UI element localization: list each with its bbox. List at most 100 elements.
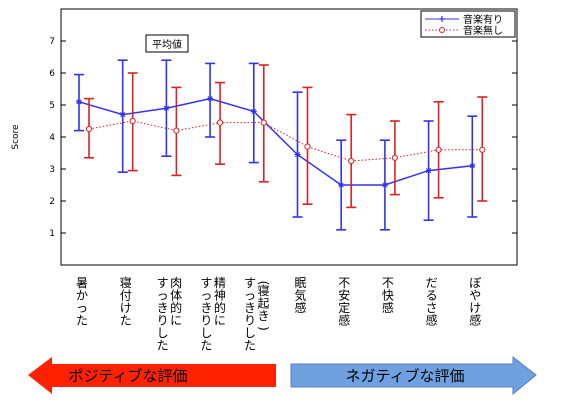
x-tick-char: に (214, 314, 226, 328)
x-tick-char: け (120, 301, 132, 315)
x-tick-char: さ (426, 301, 438, 315)
x-tick-char: き (200, 301, 212, 315)
data-point (207, 95, 214, 102)
y-tick-label: 7 (49, 37, 55, 47)
positive-arrow-shape (28, 357, 276, 394)
data-point (469, 162, 476, 169)
x-tick-char: 的 (214, 300, 226, 315)
x-tick-char: 安 (338, 288, 350, 303)
negative-arrow-shape (290, 355, 537, 396)
y-tick-label: 2 (49, 197, 55, 207)
x-tick-char: た (244, 339, 256, 353)
data-point (85, 125, 93, 133)
data-point-stroke (426, 168, 432, 174)
data-point (250, 108, 257, 115)
mean-annotation: 平均値 (145, 34, 189, 53)
x-tick-char: し (157, 326, 169, 340)
data-point-stroke (120, 112, 126, 118)
data-point (260, 119, 267, 126)
x-tick-label: 不快感 (382, 276, 394, 315)
x-tick-char: き (244, 301, 256, 315)
x-tick-char: た (76, 314, 88, 328)
y-tick-label: 1 (49, 229, 55, 239)
x-tick-char: た (200, 339, 212, 353)
x-tick-char: 定 (338, 300, 350, 315)
data-point (119, 111, 126, 118)
series-line (78, 97, 473, 186)
x-tick-char: 的 (170, 300, 182, 315)
legend-label: 音楽無し (463, 24, 503, 37)
x-tick-char: り (244, 314, 256, 328)
mean-annotation-text: 平均値 (152, 38, 182, 51)
x-tick-char: 起 (258, 297, 270, 311)
x-tick-char: っ (244, 289, 256, 303)
data-point (348, 157, 355, 165)
y-tick-label: 3 (49, 165, 55, 175)
x-tick-char: 肉 (170, 276, 182, 290)
y-tick-label: 5 (49, 101, 55, 111)
x-tick-char: 感 (426, 313, 438, 328)
plot-frame (60, 8, 518, 266)
x-tick-char: 神 (214, 289, 226, 303)
data-point-stroke (207, 96, 213, 102)
data-point (338, 182, 345, 188)
x-tick-char: す (244, 276, 256, 290)
data-point (217, 119, 224, 126)
x-tick-char: 体 (170, 289, 182, 303)
x-tick-char: か (76, 289, 88, 303)
y-axis-label: Score (11, 124, 21, 150)
x-tick-char: っ (200, 289, 212, 303)
data-point-stroke (163, 105, 169, 111)
data-point (76, 98, 82, 105)
data-point (381, 182, 388, 188)
x-tick-char: る (426, 289, 438, 303)
x-tick-char: 寝 (120, 275, 132, 290)
series-2 (84, 64, 488, 209)
x-tick-char: ) (257, 326, 271, 331)
x-tick-char: 感 (469, 313, 481, 328)
data-point-stroke (382, 182, 388, 188)
x-tick-char: 快 (382, 289, 394, 303)
series-1 (74, 59, 478, 231)
x-tick-char: き (157, 301, 169, 315)
legend-item: 音楽無し (425, 24, 503, 37)
data-point (391, 154, 398, 161)
legend-box (420, 10, 516, 38)
data-point-stroke (338, 182, 344, 188)
data-point (435, 146, 442, 153)
x-tick-char: た (120, 314, 132, 328)
x-tick-char: け (469, 301, 481, 315)
data-point (163, 105, 170, 112)
positive-arrow-label: ポジティブな評価 (68, 367, 187, 385)
x-tick-char: ぼ (469, 276, 481, 290)
y-tick-label: 6 (49, 69, 55, 79)
x-tick-char: に (170, 314, 182, 328)
x-tick-char: 気 (294, 288, 306, 303)
x-tick-char: 感 (294, 300, 306, 315)
x-axis-labels: 暑かった寝付けた肉体的にすっきりした精神的にすっきりした(寝起き)すっきりした眠… (76, 275, 481, 353)
x-tick-char: だ (426, 276, 438, 290)
x-tick-char: や (469, 289, 481, 303)
data-point (304, 143, 311, 150)
y-axis: 1 2 3 4 5 6 7 (49, 37, 517, 239)
y-tick-label: 4 (49, 133, 55, 143)
x-tick-char: り (200, 314, 212, 328)
series-layer (74, 59, 488, 231)
x-tick-char: き (258, 309, 270, 323)
x-tick-char: 暑 (76, 276, 88, 290)
data-point-stroke (469, 163, 475, 169)
x-tick-char: す (157, 276, 169, 290)
x-tick-char: ( (257, 281, 271, 286)
x-tick-char: 精 (214, 276, 226, 290)
x-tick-char: 感 (382, 300, 394, 315)
negative-arrow-label: ネガティブな評価 (345, 367, 464, 385)
